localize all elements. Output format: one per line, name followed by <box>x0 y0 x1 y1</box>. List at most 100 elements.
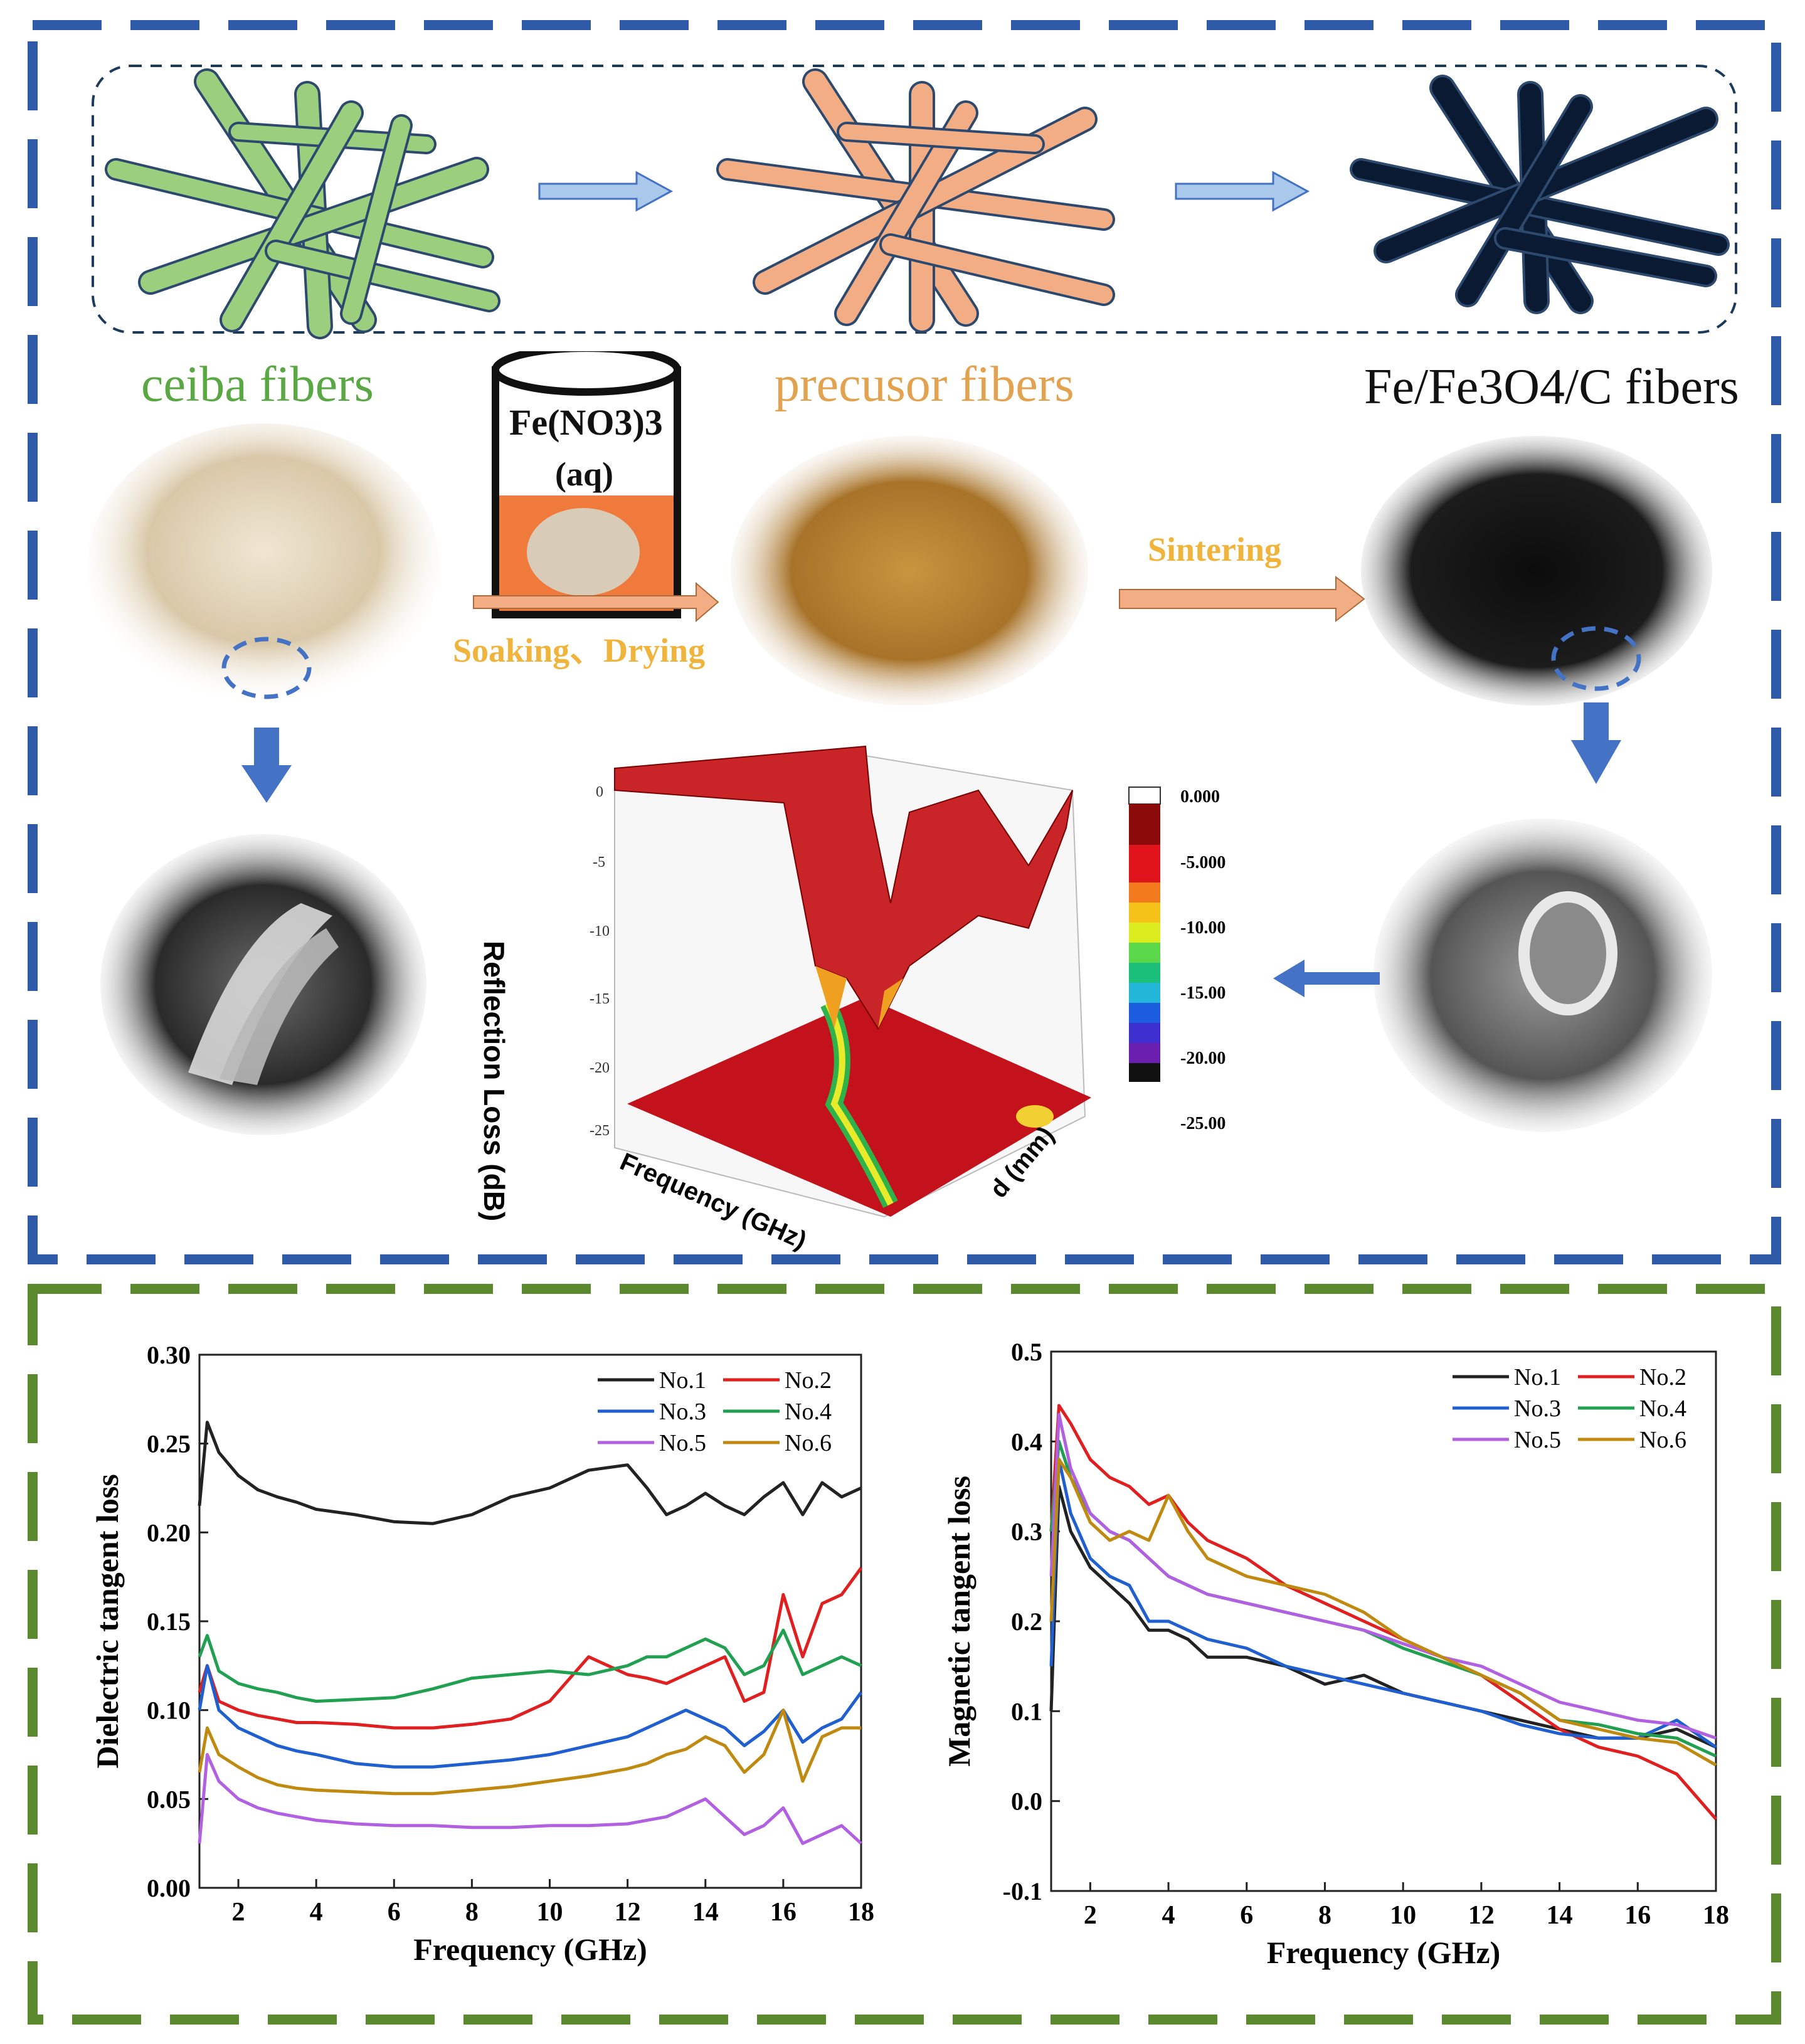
soaking-drying-label: Soaking、Drying <box>453 632 706 669</box>
rl-z-axis-title: Reflection Loss (dB) <box>478 941 511 1222</box>
x-axis-title: Frequency (GHz) <box>1267 1935 1501 1970</box>
x-tick-label: 16 <box>1624 1901 1651 1930</box>
legend-label: No.6 <box>1639 1427 1686 1453</box>
soaking-arrow-icon <box>473 581 719 623</box>
legend-label: No.4 <box>785 1399 832 1425</box>
y-tick-label: 0.15 <box>147 1607 191 1636</box>
carbon-zoom-marker <box>1551 626 1641 691</box>
rl-z-tick-25: -25 <box>590 1123 610 1139</box>
legend-label: No.1 <box>1514 1364 1561 1390</box>
series-line-no6 <box>198 1708 861 1796</box>
legend-label: No.4 <box>1639 1395 1686 1422</box>
precursor-photo <box>731 436 1088 706</box>
x-tick-label: 8 <box>1318 1901 1331 1930</box>
series-line-no3 <box>1049 1458 1717 1749</box>
bucket-aq-label: (aq) <box>555 455 613 493</box>
precursor-fiber-bundle <box>716 68 1115 333</box>
rl-z-tick-15: -15 <box>590 991 610 1007</box>
colorbar <box>1128 786 1161 1082</box>
series-line-no4 <box>198 1628 862 1703</box>
y-tick-label: 0.5 <box>1011 1338 1042 1366</box>
rl-z-tick-20: -20 <box>590 1060 610 1076</box>
x-tick-label: 14 <box>692 1898 719 1927</box>
x-tick-label: 6 <box>388 1898 401 1927</box>
series-line-no5 <box>198 1753 862 1845</box>
y-tick-label: 0.0 <box>1011 1787 1042 1816</box>
legend-label: No.1 <box>659 1367 706 1394</box>
x-tick-label: 18 <box>848 1898 874 1927</box>
y-tick-label: 0.05 <box>147 1785 191 1813</box>
y-axis-title: Magnetic tangent loss <box>941 1476 977 1767</box>
bottom-panel-border <box>28 1284 1781 2025</box>
carbon-fiber-bundle <box>1350 75 1730 314</box>
y-tick-label: 0.1 <box>1011 1697 1042 1725</box>
x-tick-label: 6 <box>1240 1901 1253 1930</box>
sintering-arrow-icon <box>1119 575 1365 623</box>
legend-label: No.3 <box>1514 1395 1561 1422</box>
x-tick-label: 16 <box>770 1898 797 1927</box>
rl-z-tick-10: -10 <box>590 923 610 940</box>
ceiba-fiber-bundle <box>105 68 500 339</box>
top-panel-border <box>28 20 1781 1264</box>
colorbar-tick-0: 0.000 <box>1180 787 1220 807</box>
x-tick-label: 10 <box>537 1898 563 1927</box>
process-photos <box>88 351 1712 1218</box>
x-tick-label: 4 <box>1162 1901 1175 1930</box>
y-tick-label: 0.3 <box>1011 1518 1042 1546</box>
x-tick-label: 12 <box>1468 1901 1495 1930</box>
rl-z-tick-5: -5 <box>593 854 605 871</box>
reflection-loss-3d-plot <box>614 745 1091 1218</box>
x-tick-label: 2 <box>232 1898 245 1927</box>
series-line-no2 <box>1049 1404 1717 1820</box>
fiber-schematic <box>105 68 1730 339</box>
legend-label: No.2 <box>785 1367 832 1394</box>
dielectric-tangent-loss-chart: 2 4 6 8 10 12 14 16 18 0.00 0.05 0.10 0.15 0.20 0.25 0.… <box>90 1341 874 1967</box>
bucket-formula-label: Fe(NO3)3 <box>509 402 663 443</box>
series-line-no5 <box>1049 1412 1717 1740</box>
y-tick-label: 0.25 <box>147 1430 191 1458</box>
y-axis-title: Dielectric tangent loss <box>90 1474 125 1768</box>
down-arrow-2-icon <box>1571 740 1621 784</box>
ceiba-fibers-label: ceiba fibers <box>141 357 374 412</box>
legend-label: No.2 <box>1639 1364 1686 1390</box>
sintering-label: Sintering <box>1148 531 1282 568</box>
series-line-no1 <box>198 1421 862 1525</box>
legend-label: No.3 <box>659 1399 706 1425</box>
x-tick-label: 2 <box>1084 1901 1097 1930</box>
ceiba-photo <box>88 423 439 706</box>
x-tick-label: 18 <box>1703 1901 1729 1930</box>
colorbar-tick-15: -15.00 <box>1180 983 1226 1003</box>
product-fibers-label: Fe/Fe3O4/C fibers <box>1364 359 1739 415</box>
x-axis-title: Frequency (GHz) <box>413 1932 647 1967</box>
x-tick-label: 8 <box>465 1898 479 1927</box>
plot-frame <box>198 1353 862 1889</box>
series-line-no4 <box>1049 1439 1717 1758</box>
x-tick-label: 14 <box>1547 1901 1573 1930</box>
x-tick-label: 12 <box>615 1898 641 1927</box>
ceiba-zoom-marker <box>221 637 312 699</box>
process-arrow-2-icon <box>1175 171 1310 212</box>
y-tick-label: 0.10 <box>147 1697 191 1725</box>
y-tick-label: 0.20 <box>147 1518 191 1547</box>
y-tick-label: 0.2 <box>1011 1607 1042 1636</box>
colorbar-tick-5: -5.000 <box>1180 853 1226 872</box>
y-tick-label: -0.1 <box>1003 1877 1042 1905</box>
x-tick-label: 4 <box>310 1898 323 1927</box>
down-arrow-1-icon <box>241 765 292 803</box>
colorbar-tick-10: -10.00 <box>1180 918 1226 938</box>
series-line-no1 <box>1049 1485 1717 1749</box>
colorbar-tick-25: -25.00 <box>1180 1114 1226 1133</box>
x-tick-label: 10 <box>1390 1901 1416 1930</box>
process-arrow-1-icon <box>538 171 674 212</box>
colorbar-tick-20: -20.00 <box>1180 1049 1226 1068</box>
y-tick-label: 0.4 <box>1011 1427 1042 1456</box>
y-tick-label: 0.00 <box>147 1874 191 1902</box>
rl-z-tick-0: 0 <box>596 784 603 800</box>
legend-label: No.5 <box>659 1430 706 1456</box>
left-arrow-icon <box>1273 960 1380 997</box>
soaking-bucket <box>492 351 681 618</box>
legend-label: No.6 <box>785 1430 832 1456</box>
y-tick-label: 0.30 <box>147 1341 191 1369</box>
precursor-fibers-label: precusor fibers <box>775 357 1074 412</box>
